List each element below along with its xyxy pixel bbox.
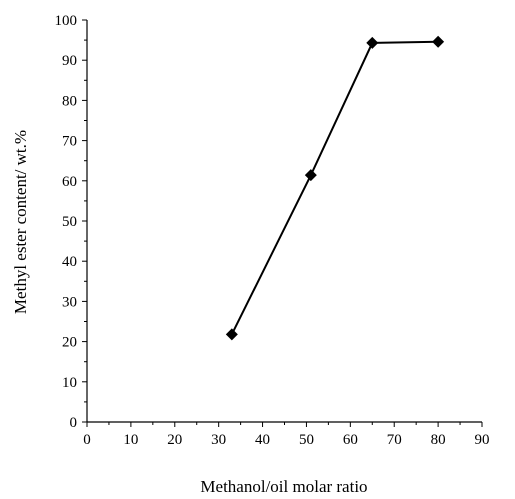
x-tick-label: 50 — [299, 432, 314, 448]
plot-frame — [86, 20, 482, 423]
series — [230, 40, 439, 335]
x-axis-title: Methanol/oil molar ratio — [200, 477, 367, 496]
x-tick-label: 30 — [211, 432, 226, 448]
data-point-marker — [432, 35, 445, 48]
y-ticks: 0 10 20 30 40 50 60 70 80 90 100 — [55, 13, 87, 431]
x-tick-label: 90 — [475, 432, 490, 448]
data-point-marker — [304, 169, 317, 182]
y-tick-label: 50 — [62, 214, 77, 230]
x-tick-label: 40 — [255, 432, 270, 448]
y-tick-label: 20 — [62, 335, 77, 351]
y-tick-label: 70 — [62, 134, 77, 150]
data-point-marker — [366, 36, 379, 49]
y-tick-label: 90 — [62, 53, 77, 69]
x-tick-label: 10 — [123, 432, 138, 448]
y-tick-label: 60 — [62, 174, 77, 190]
y-axis-title: Methyl ester content/ wt.% — [11, 130, 30, 314]
data-point-marker — [225, 328, 238, 341]
y-tick-label: 10 — [62, 375, 77, 391]
y-tick-label: 100 — [55, 13, 78, 29]
y-tick-label: 30 — [62, 294, 77, 310]
markers — [225, 35, 445, 341]
x-tick-label: 0 — [83, 432, 91, 448]
x-ticks: 0 10 20 30 40 50 60 70 80 90 — [83, 422, 490, 448]
x-tick-label: 60 — [343, 432, 358, 448]
y-tick-label: 40 — [62, 254, 77, 270]
x-tick-label: 70 — [387, 432, 402, 448]
x-tick-label: 20 — [167, 432, 182, 448]
x-tick-label: 80 — [431, 432, 446, 448]
y-tick-label: 0 — [70, 415, 78, 431]
series-line — [230, 40, 439, 335]
y-tick-label: 80 — [62, 93, 77, 109]
